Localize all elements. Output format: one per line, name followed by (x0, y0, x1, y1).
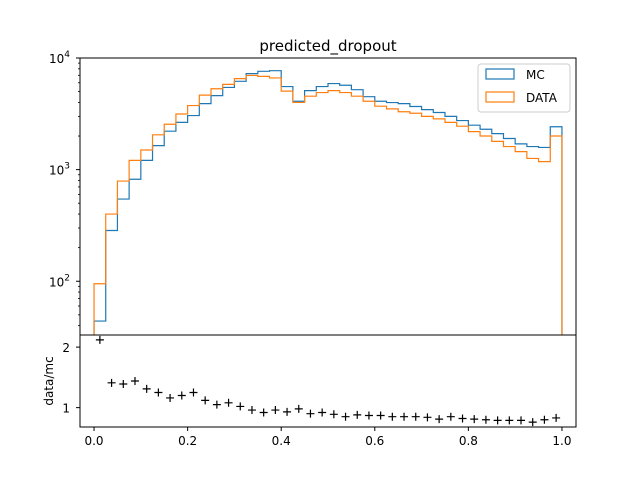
ratio-point (505, 416, 514, 425)
y-tick-label: 103 (49, 162, 70, 178)
ratio-plot-area (95, 335, 561, 427)
ratio-point (470, 415, 479, 424)
ratio-point (236, 402, 245, 411)
ratio-point (107, 378, 116, 387)
legend-data-label: DATA (526, 91, 558, 105)
ratio-point (388, 412, 397, 421)
chart-title: predicted_dropout (259, 37, 396, 56)
ratio-point (177, 391, 186, 400)
ratio-panel: 12 0.0 0.2 0.4 0.6 0.8 1.0 data/mc (42, 334, 577, 448)
legend-data-swatch (485, 91, 515, 103)
legend-mc-swatch (485, 68, 515, 80)
ratio-point (154, 388, 163, 397)
ratio-point (142, 384, 151, 393)
x-tick-label: 0.8 (459, 434, 478, 448)
ratio-point (95, 335, 104, 344)
ratio-frame (79, 334, 577, 428)
ratio-y-tick-label: 1 (62, 402, 70, 416)
ratio-point (247, 406, 256, 415)
ratio-point (212, 400, 221, 409)
ratio-point (446, 412, 455, 421)
ratio-point (130, 377, 139, 385)
x-tick-label: 0.2 (178, 434, 197, 448)
ratio-point (435, 415, 444, 424)
x-tick-label: 0.6 (365, 434, 384, 448)
ratio-y-label: data/mc (42, 356, 56, 405)
histogram-series-data (93, 74, 563, 335)
legend-mc-label: MC (526, 68, 545, 82)
legend-box (477, 63, 571, 113)
ratio-point (271, 406, 280, 415)
ratio-point (224, 398, 233, 407)
ratio-point (481, 415, 490, 424)
ratio-point (341, 412, 350, 421)
x-tick-label: 1.0 (552, 434, 571, 448)
ratio-point (540, 415, 549, 424)
ratio-point (259, 408, 268, 417)
ratio-point (528, 418, 537, 427)
ratio-point (201, 396, 210, 405)
ratio-point (552, 413, 561, 422)
histogram-series-mc (93, 70, 563, 335)
ratio-point (423, 413, 432, 422)
y-tick-label: 102 (49, 273, 70, 289)
y-tick-label: 104 (49, 50, 70, 66)
ratio-point (306, 409, 315, 418)
ratio-point (400, 412, 409, 421)
ratio-point (294, 404, 303, 413)
ratio-point (517, 416, 526, 425)
legend: MC DATA (477, 63, 571, 113)
ratio-point (329, 410, 338, 419)
ratio-point (189, 388, 198, 397)
x-tick-label: 0.4 (272, 434, 291, 448)
ratio-point (353, 410, 362, 419)
ratio-point (166, 393, 175, 402)
histogram-y-axis: 102 103 104 (49, 50, 80, 327)
x-tick-label: 0.0 (84, 434, 103, 448)
ratio-point (283, 407, 292, 416)
histogram-plot-area (93, 70, 563, 335)
ratio-y-tick-label: 2 (62, 341, 70, 355)
ratio-y-axis: 12 (62, 341, 80, 416)
ratio-point (318, 408, 327, 417)
ratio-point (411, 412, 420, 421)
ratio-point (364, 411, 373, 420)
ratio-point (458, 414, 467, 423)
ratio-point (376, 411, 385, 420)
ratio-point (493, 416, 502, 425)
ratio-x-axis: 0.0 0.2 0.4 0.6 0.8 1.0 (84, 427, 572, 448)
ratio-point (119, 380, 128, 389)
